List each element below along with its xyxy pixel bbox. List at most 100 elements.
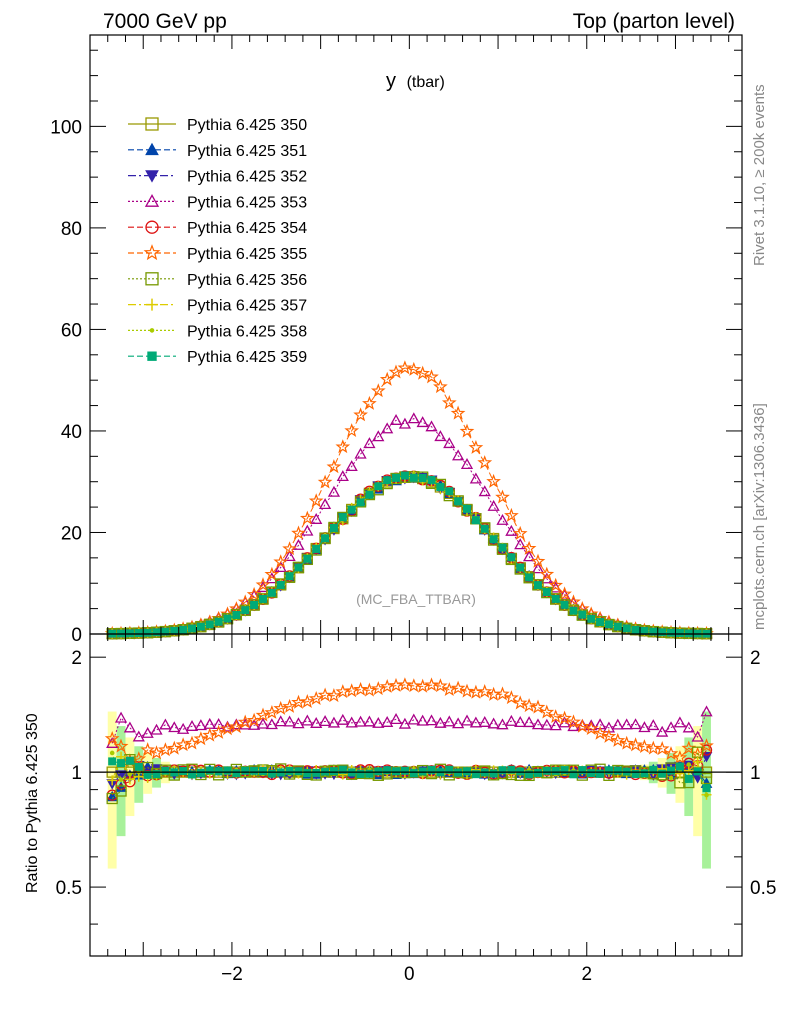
- series-line: [112, 476, 707, 635]
- ratio-point: [443, 715, 456, 727]
- data-point: [273, 554, 289, 569]
- data-point: [264, 566, 280, 581]
- main-y-tick-label: 40: [61, 422, 82, 443]
- data-point: [505, 524, 518, 536]
- ratio-point: [372, 716, 385, 728]
- ratio-point: [592, 725, 608, 740]
- main-panel-series: [104, 360, 714, 640]
- ratio-point: [704, 792, 709, 798]
- data-point: [292, 538, 305, 550]
- data-point: [344, 423, 360, 437]
- ratio-point: [383, 766, 392, 775]
- data-point: [486, 473, 501, 488]
- ratio-point: [489, 769, 498, 778]
- data-point: [469, 472, 482, 484]
- data-point: [223, 614, 232, 623]
- ratio-point: [673, 716, 687, 728]
- plot-title-sub: (tbar): [407, 74, 445, 91]
- x-tick-label: 2: [581, 964, 592, 985]
- ratio-point: [699, 738, 714, 753]
- data-point: [504, 507, 519, 522]
- ratio-point: [363, 715, 376, 727]
- data-point: [507, 553, 516, 562]
- data-point: [345, 460, 358, 472]
- data-point: [196, 622, 205, 631]
- ratio-point: [107, 775, 118, 786]
- ratio-point: [256, 717, 270, 729]
- series-7: [107, 470, 712, 639]
- plot-title: y (tbar): [386, 70, 445, 92]
- ratio-point: [425, 714, 438, 726]
- ratio-point: [668, 775, 674, 781]
- ratio-point: [505, 714, 518, 726]
- ratio-point: [583, 720, 599, 736]
- legend-entry: Pythia 6.425 350: [128, 117, 307, 134]
- ratio-point: [587, 769, 596, 778]
- data-point: [496, 513, 509, 525]
- ratio-point: [578, 766, 587, 775]
- ratio-point: [326, 688, 342, 703]
- legend-label: Pythia 6.425 351: [187, 143, 307, 160]
- data-point: [596, 617, 605, 626]
- data-point: [188, 624, 197, 633]
- ratio-point: [353, 681, 368, 696]
- ratio-point: [229, 719, 244, 734]
- data-point: [604, 620, 613, 629]
- ratio-point: [629, 718, 642, 730]
- data-point: [310, 512, 323, 524]
- ratio-y-tick-label-right: 1: [750, 763, 761, 784]
- ratio-point: [397, 677, 413, 692]
- ratio-point: [631, 769, 640, 778]
- ratio-point: [223, 766, 232, 775]
- ratio-point: [585, 719, 598, 731]
- data-point: [152, 628, 161, 637]
- ratio-point: [407, 713, 420, 725]
- x-tick-label: 0: [404, 964, 415, 985]
- x-tick-label: −2: [221, 964, 243, 985]
- data-point: [427, 475, 436, 484]
- data-point: [347, 505, 356, 514]
- data-point: [480, 524, 489, 533]
- ratio-point: [258, 767, 267, 776]
- ratio-point: [117, 759, 126, 768]
- ratio-point: [184, 735, 200, 750]
- data-point: [468, 439, 484, 454]
- data-point: [353, 407, 368, 422]
- data-point: [285, 572, 294, 581]
- ratio-point: [533, 768, 542, 777]
- ratio-point: [177, 722, 190, 734]
- data-point: [232, 610, 241, 619]
- ratio-point: [604, 766, 613, 775]
- ratio-point: [109, 750, 115, 756]
- ratio-point: [647, 719, 660, 731]
- legend-label: Pythia 6.425 356: [187, 272, 307, 289]
- ratio-point: [356, 770, 365, 779]
- ratio-point: [496, 718, 509, 730]
- legend-entry: Pythia 6.425 357: [128, 298, 307, 315]
- ratio-point: [108, 757, 117, 766]
- data-point: [460, 458, 474, 470]
- ratio-point: [478, 715, 491, 727]
- ratio-series-5: [104, 677, 714, 768]
- ratio-point: [141, 726, 154, 738]
- data-point: [434, 430, 447, 442]
- data-point: [143, 628, 152, 637]
- data-point: [454, 497, 463, 506]
- data-point: [433, 379, 448, 394]
- data-point: [362, 395, 377, 410]
- axis-ticks: [89, 35, 742, 956]
- ratio-point: [654, 741, 670, 756]
- data-point: [477, 455, 493, 469]
- ratio-point: [127, 771, 133, 777]
- ratio-point: [250, 766, 259, 775]
- ratio-point: [273, 700, 289, 715]
- data-point: [450, 405, 466, 420]
- data-point: [365, 490, 374, 499]
- series-line: [112, 474, 707, 635]
- data-point: [267, 588, 276, 597]
- ratio-point: [134, 762, 143, 771]
- ratio-point: [362, 682, 377, 697]
- ratio-point: [427, 765, 436, 774]
- data-point: [649, 627, 658, 636]
